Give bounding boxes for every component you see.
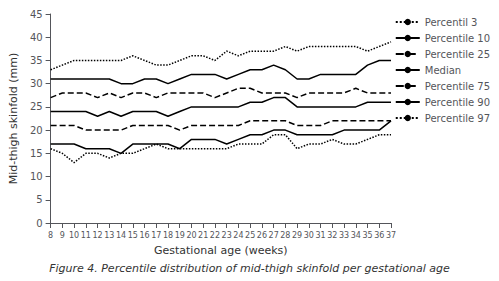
svg-text:30: 30 xyxy=(304,231,314,240)
svg-text:5: 5 xyxy=(36,194,42,205)
svg-text:Percentile 97: Percentile 97 xyxy=(425,113,490,124)
svg-text:11: 11 xyxy=(81,231,91,240)
svg-text:33: 33 xyxy=(339,231,349,240)
svg-text:18: 18 xyxy=(163,231,173,240)
svg-text:15: 15 xyxy=(128,231,138,240)
svg-text:29: 29 xyxy=(292,231,302,240)
svg-text:45: 45 xyxy=(30,9,43,20)
svg-text:23: 23 xyxy=(222,231,232,240)
svg-text:Figure 4. Percentile distribut: Figure 4. Percentile distribution of mid… xyxy=(49,262,450,275)
svg-text:20: 20 xyxy=(30,125,43,136)
svg-text:27: 27 xyxy=(269,231,279,240)
svg-text:10: 10 xyxy=(69,231,79,240)
svg-text:Percentile 75: Percentile 75 xyxy=(425,81,490,92)
svg-text:34: 34 xyxy=(351,231,361,240)
svg-text:13: 13 xyxy=(104,231,114,240)
svg-text:0: 0 xyxy=(36,218,42,229)
svg-text:9: 9 xyxy=(60,231,65,240)
svg-text:25: 25 xyxy=(245,231,255,240)
svg-text:17: 17 xyxy=(151,231,161,240)
svg-text:25: 25 xyxy=(30,101,43,112)
svg-text:Mid-thigh skinfold (mm): Mid-thigh skinfold (mm) xyxy=(7,53,20,185)
svg-text:Percentile 10: Percentile 10 xyxy=(425,33,490,44)
svg-text:14: 14 xyxy=(116,231,126,240)
svg-text:12: 12 xyxy=(92,231,102,240)
svg-text:16: 16 xyxy=(139,231,149,240)
svg-text:37: 37 xyxy=(386,231,396,240)
svg-text:30: 30 xyxy=(30,78,43,89)
svg-text:24: 24 xyxy=(233,231,243,240)
svg-text:Percentile 90: Percentile 90 xyxy=(425,97,490,108)
svg-text:26: 26 xyxy=(257,231,267,240)
svg-text:15: 15 xyxy=(30,148,43,159)
svg-text:35: 35 xyxy=(30,55,43,66)
svg-text:35: 35 xyxy=(362,231,372,240)
svg-text:19: 19 xyxy=(175,231,185,240)
svg-text:Gestational age (weeks): Gestational age (weeks) xyxy=(154,244,288,257)
svg-text:10: 10 xyxy=(30,171,43,182)
svg-text:Median: Median xyxy=(425,65,461,76)
svg-text:36: 36 xyxy=(374,231,384,240)
svg-text:21: 21 xyxy=(198,231,208,240)
svg-text:31: 31 xyxy=(315,231,325,240)
svg-text:22: 22 xyxy=(210,231,220,240)
svg-text:Percentile 25: Percentile 25 xyxy=(425,49,490,60)
svg-text:8: 8 xyxy=(48,231,53,240)
svg-text:32: 32 xyxy=(327,231,337,240)
svg-text:Percentil 3: Percentil 3 xyxy=(425,17,478,28)
svg-text:28: 28 xyxy=(280,231,290,240)
svg-text:40: 40 xyxy=(30,32,43,43)
svg-text:20: 20 xyxy=(186,231,196,240)
